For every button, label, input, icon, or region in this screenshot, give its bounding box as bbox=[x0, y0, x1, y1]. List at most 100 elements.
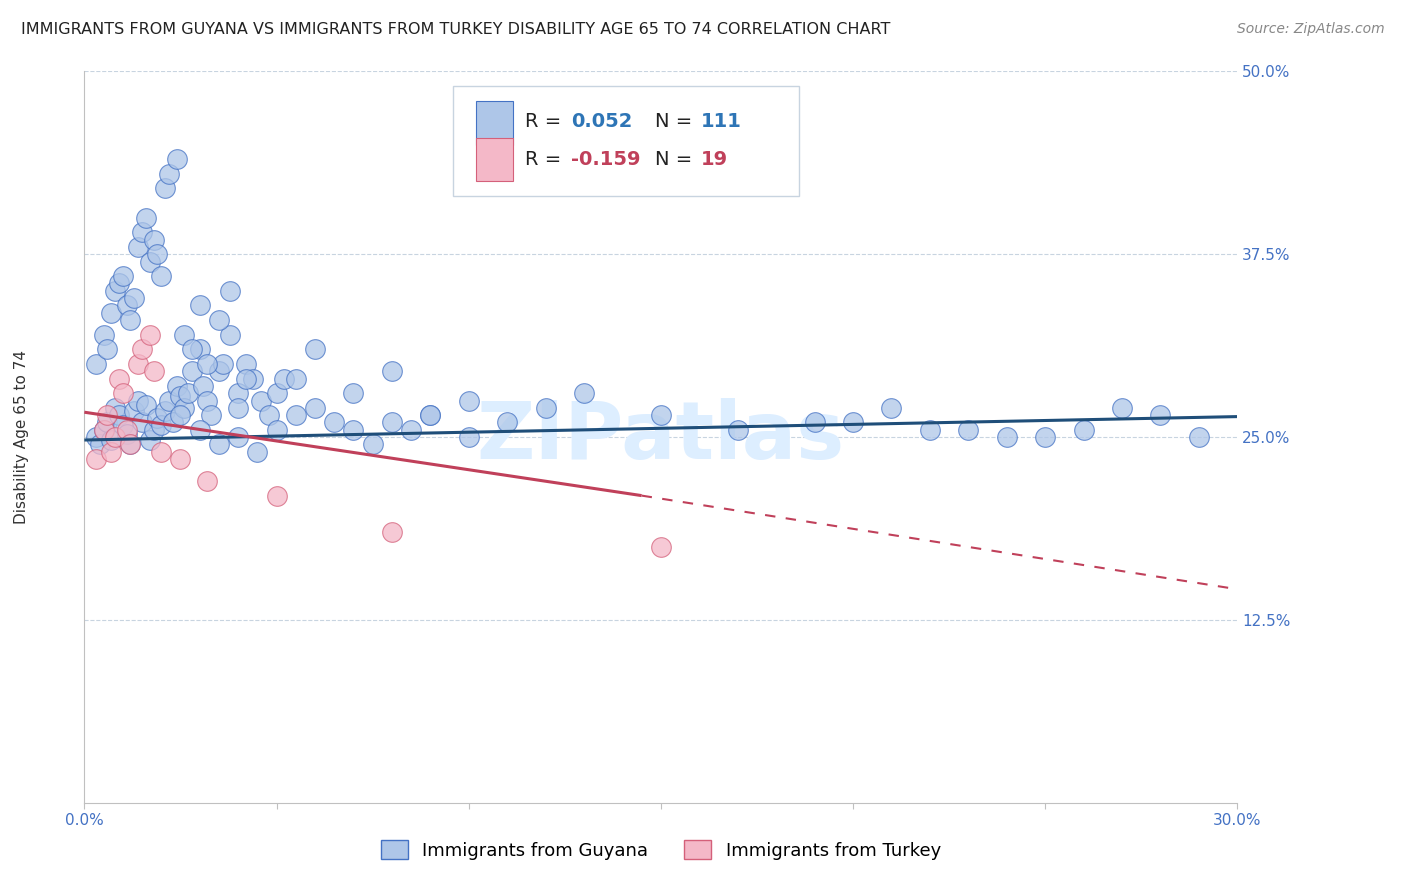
Point bbox=[131, 343, 153, 357]
Text: R =: R = bbox=[524, 150, 567, 169]
Point bbox=[284, 408, 307, 422]
Point bbox=[650, 540, 672, 554]
Point bbox=[208, 437, 231, 451]
Point bbox=[496, 416, 519, 430]
Point bbox=[100, 306, 122, 320]
Point bbox=[153, 181, 176, 195]
FancyBboxPatch shape bbox=[477, 102, 513, 145]
Point bbox=[104, 284, 127, 298]
Text: N =: N = bbox=[655, 112, 699, 130]
Point bbox=[157, 167, 180, 181]
Point bbox=[100, 444, 122, 458]
Point bbox=[96, 416, 118, 430]
Point bbox=[173, 401, 195, 415]
Point bbox=[146, 411, 169, 425]
Y-axis label: Disability Age 65 to 74: Disability Age 65 to 74 bbox=[14, 350, 28, 524]
Point bbox=[104, 401, 127, 415]
Point bbox=[727, 423, 749, 437]
Point bbox=[96, 408, 118, 422]
Point bbox=[195, 474, 218, 488]
Point bbox=[226, 386, 249, 401]
Point bbox=[111, 418, 134, 433]
Point bbox=[169, 408, 191, 422]
Point bbox=[157, 393, 180, 408]
Point bbox=[166, 152, 188, 166]
Point bbox=[226, 430, 249, 444]
Point bbox=[173, 327, 195, 342]
Point bbox=[1188, 430, 1211, 444]
Point bbox=[457, 430, 479, 444]
Point bbox=[131, 416, 153, 430]
Point bbox=[108, 277, 131, 291]
Point bbox=[181, 343, 204, 357]
Point bbox=[142, 364, 165, 378]
Point bbox=[195, 357, 218, 371]
Point bbox=[226, 401, 249, 415]
Text: 111: 111 bbox=[702, 112, 742, 130]
Point bbox=[111, 386, 134, 401]
Point bbox=[166, 379, 188, 393]
Point bbox=[266, 386, 288, 401]
Point bbox=[115, 423, 138, 437]
Point bbox=[918, 423, 941, 437]
Text: R =: R = bbox=[524, 112, 567, 130]
FancyBboxPatch shape bbox=[477, 138, 513, 181]
Legend: Immigrants from Guyana, Immigrants from Turkey: Immigrants from Guyana, Immigrants from … bbox=[374, 833, 948, 867]
Point bbox=[242, 371, 264, 385]
Point bbox=[1149, 408, 1171, 422]
Point bbox=[188, 423, 211, 437]
Point bbox=[246, 444, 269, 458]
Point bbox=[995, 430, 1018, 444]
Point bbox=[195, 393, 218, 408]
Point bbox=[150, 269, 173, 284]
Point bbox=[1033, 430, 1056, 444]
Point bbox=[93, 327, 115, 342]
Point bbox=[381, 416, 404, 430]
Point bbox=[120, 437, 142, 451]
Point bbox=[188, 343, 211, 357]
Point bbox=[84, 357, 107, 371]
Text: 0.052: 0.052 bbox=[571, 112, 633, 130]
Point bbox=[138, 254, 160, 268]
Point bbox=[96, 343, 118, 357]
Point bbox=[138, 433, 160, 447]
Point bbox=[1111, 401, 1133, 415]
Point bbox=[534, 401, 557, 415]
Point bbox=[219, 284, 242, 298]
Point bbox=[89, 437, 111, 451]
Point bbox=[457, 393, 479, 408]
Point bbox=[108, 408, 131, 422]
Point bbox=[135, 398, 157, 412]
Point bbox=[342, 386, 364, 401]
Point bbox=[273, 371, 295, 385]
Point bbox=[142, 233, 165, 247]
Text: Source: ZipAtlas.com: Source: ZipAtlas.com bbox=[1237, 22, 1385, 37]
Point bbox=[200, 408, 222, 422]
Point bbox=[266, 489, 288, 503]
Point bbox=[399, 423, 422, 437]
Point bbox=[419, 408, 441, 422]
FancyBboxPatch shape bbox=[453, 86, 799, 195]
Point bbox=[127, 240, 149, 254]
Point bbox=[131, 225, 153, 239]
Point bbox=[342, 423, 364, 437]
Point bbox=[111, 269, 134, 284]
Point bbox=[135, 211, 157, 225]
Point bbox=[208, 313, 231, 327]
Point bbox=[127, 357, 149, 371]
Point bbox=[138, 327, 160, 342]
Text: ZIPatlas: ZIPatlas bbox=[477, 398, 845, 476]
Text: N =: N = bbox=[655, 150, 699, 169]
Point bbox=[146, 247, 169, 261]
Point bbox=[957, 423, 980, 437]
Point bbox=[84, 452, 107, 467]
Point bbox=[120, 437, 142, 451]
Point bbox=[127, 393, 149, 408]
Point bbox=[419, 408, 441, 422]
Point bbox=[115, 298, 138, 312]
Point bbox=[100, 433, 122, 447]
Point bbox=[304, 343, 326, 357]
Point bbox=[108, 371, 131, 385]
Point bbox=[250, 393, 273, 408]
Point bbox=[93, 423, 115, 437]
